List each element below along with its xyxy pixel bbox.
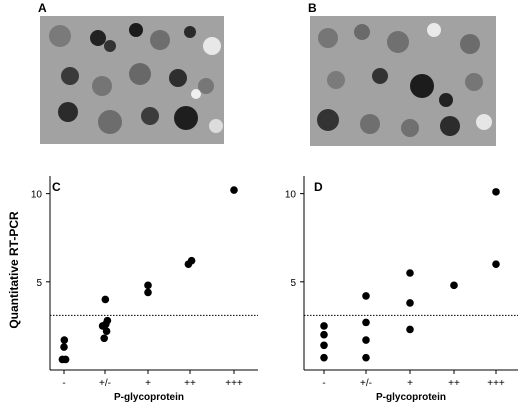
data-point-c-13 <box>187 256 196 265</box>
data-point-c-3 <box>60 336 69 344</box>
data-point-c-9 <box>101 295 110 304</box>
x-tick-label-c-0: - <box>62 378 65 389</box>
data-point-d-2 <box>320 330 328 339</box>
x-tick-label-c-2: + <box>145 378 151 389</box>
y-tick-label-c-10: 10 <box>31 190 43 201</box>
data-point-c-10 <box>144 288 152 297</box>
data-point-d-13 <box>492 188 500 196</box>
x-tick-label-c-4: +++ <box>225 378 243 389</box>
data-point-d-12 <box>492 260 500 268</box>
micrograph-a <box>40 16 224 144</box>
data-point-c-5 <box>102 327 111 336</box>
data-point-d-9 <box>406 299 414 307</box>
y-tick-label-d-5: 5 <box>290 278 296 289</box>
data-point-d-7 <box>362 292 370 300</box>
x-tick-label-d-0: - <box>322 378 325 389</box>
x-axis-title-d: P-glycoprotein <box>376 392 447 403</box>
micrograph-a-image <box>40 16 224 144</box>
x-tick-label-c-3: ++ <box>184 378 196 389</box>
data-point-c-1 <box>61 355 70 364</box>
data-point-d-3 <box>320 322 328 330</box>
x-tick-label-c-1: +/- <box>99 378 111 389</box>
y-tick-label-c-5: 5 <box>36 278 42 289</box>
data-point-d-4 <box>362 353 370 362</box>
data-point-d-10 <box>406 269 414 277</box>
micrograph-b-image <box>310 16 496 146</box>
data-point-d-8 <box>406 325 414 334</box>
panel-label-b: B <box>308 1 317 15</box>
data-point-d-1 <box>320 341 328 350</box>
data-point-d-5 <box>362 336 370 344</box>
x-axis-title-c: P-glycoprotein <box>114 392 185 403</box>
panel-label-d: D <box>314 180 323 194</box>
panel-label-c: C <box>52 180 61 194</box>
data-point-d-11 <box>450 281 458 290</box>
x-tick-label-d-3: ++ <box>448 378 460 389</box>
panel-label-a: A <box>38 1 47 15</box>
data-point-c-4 <box>100 334 108 343</box>
data-point-c-14 <box>230 186 238 194</box>
x-tick-label-d-4: +++ <box>487 378 505 389</box>
data-point-d-0 <box>320 353 328 362</box>
data-point-c-8 <box>103 316 112 325</box>
x-tick-label-d-1: +/- <box>360 378 372 389</box>
data-point-d-6 <box>362 318 370 327</box>
micrograph-b <box>310 16 496 146</box>
x-tick-label-d-2: + <box>407 378 413 389</box>
data-point-c-2 <box>60 343 68 351</box>
data-point-c-11 <box>144 281 152 290</box>
y-tick-label-d-10: 10 <box>285 190 297 201</box>
